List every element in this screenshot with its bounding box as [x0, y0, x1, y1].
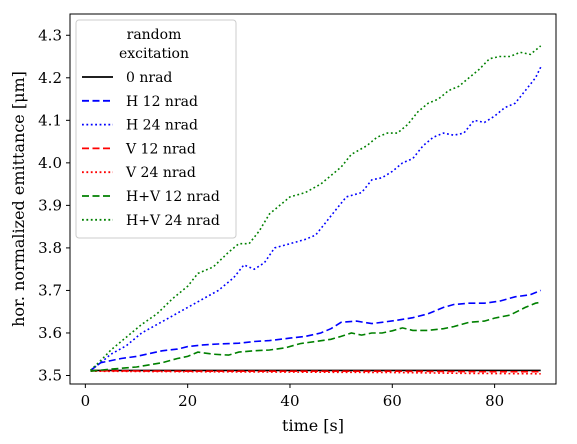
legend-title-line-2: excitation [119, 46, 189, 62]
series-line-3 [90, 369, 541, 373]
x-axis-label: time [s] [282, 416, 344, 435]
y-tick-label: 3.7 [38, 281, 62, 299]
series-line-6 [89, 45, 542, 371]
x-tick-label: 20 [178, 392, 197, 410]
legend-label-1: H 12 nrad [126, 94, 198, 110]
legend: random excitation 0 nrad H 12 nrad H 24 nr… [75, 19, 237, 239]
y-tick-label: 3.8 [38, 239, 62, 257]
x-tick-label: 0 [81, 392, 91, 410]
x-tick-label: 40 [280, 392, 299, 410]
legend-label-2: H 24 nrad [126, 118, 198, 134]
series-line-5 [90, 301, 541, 372]
y-tick-label: 3.6 [38, 324, 62, 342]
y-tick-label: 3.9 [38, 196, 62, 214]
y-tick-label: 4.1 [38, 111, 62, 129]
x-tick-label: 80 [485, 392, 504, 410]
y-tick-label: 4.0 [38, 154, 62, 172]
series-line-2 [90, 66, 542, 372]
legend-label-3: V 12 nrad [125, 141, 196, 157]
series-line-1 [90, 289, 542, 372]
legend-entries: 0 nrad H 12 nrad H 24 nrad V 12 nrad V 24 nr… [82, 70, 220, 229]
legend-label-0: 0 nrad [126, 70, 172, 86]
y-axis-label: hor. normalized emittance [μm] [9, 71, 28, 327]
y-tick-label: 4.2 [38, 69, 62, 87]
y-tick-label: 4.3 [38, 26, 62, 44]
x-tick-label: 60 [383, 392, 402, 410]
y-tick-label: 3.5 [38, 366, 62, 384]
legend-label-4: V 24 nrad [125, 165, 196, 181]
legend-label-5: H+V 12 nrad [126, 189, 220, 205]
series-layer [89, 45, 542, 375]
plot-frame [69, 13, 557, 385]
legend-label-6: H+V 24 nrad [126, 213, 220, 229]
legend-title-line-1: random [127, 27, 182, 43]
legend-box [75, 19, 237, 239]
ticks-layer: 0 20 40 60 80 3.5 3.6 3.7 3.8 3.9 4.0 4.1 4.2 4.3 [38, 26, 504, 410]
